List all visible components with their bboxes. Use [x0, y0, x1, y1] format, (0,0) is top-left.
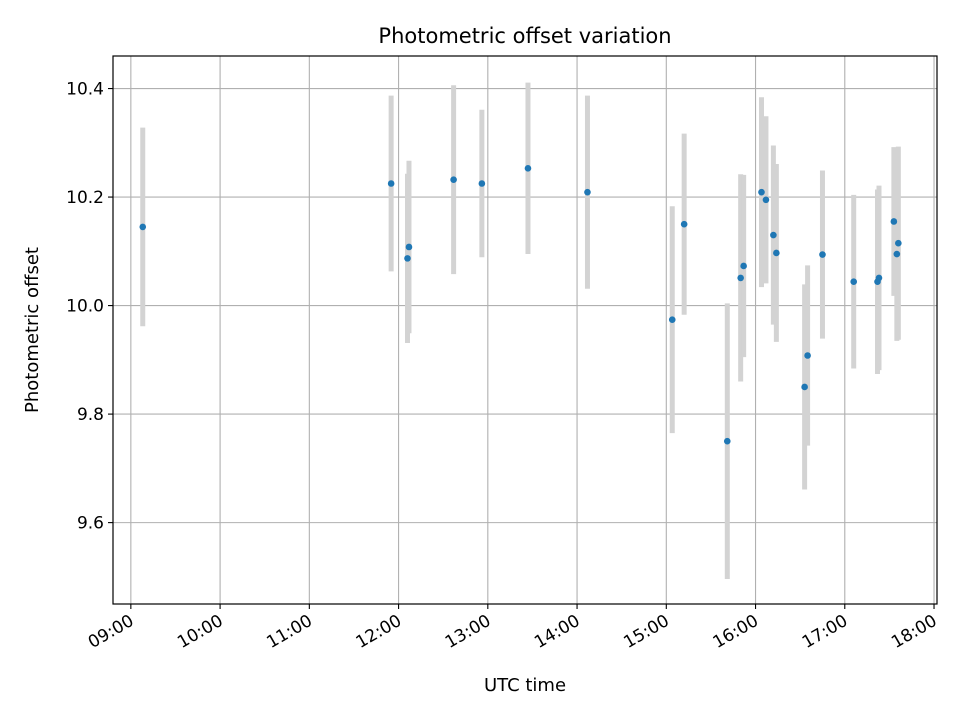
data-point: [819, 251, 826, 258]
plot-frame: [112, 55, 938, 605]
data-point: [450, 176, 457, 184]
y-axis-label: Photometric offset: [22, 247, 43, 413]
data-point: [723, 437, 731, 445]
y-axis: 9.6 9.8 10.0 10.2 10.4: [66, 80, 113, 534]
x-axis-label: UTC time: [484, 675, 566, 696]
data-point: [804, 352, 811, 359]
data-point: [139, 223, 147, 231]
y-tick-label: 10.4: [66, 80, 104, 100]
data-point: [890, 218, 898, 225]
data-point: [584, 188, 591, 196]
data-point: [773, 249, 780, 257]
y-tick-label: 9.8: [77, 405, 104, 425]
data-point: [875, 274, 883, 282]
grid: [113, 56, 937, 604]
y-tick-label: 10.0: [66, 297, 104, 317]
data-point: [895, 239, 902, 247]
data-point: [737, 274, 744, 282]
y-tick-label: 9.6: [77, 514, 104, 534]
data-point: [801, 383, 808, 391]
data-point: [770, 231, 777, 239]
y-tick-label: 10.2: [66, 188, 104, 208]
data-point: [850, 278, 858, 286]
data-points: [139, 165, 902, 445]
data-point: [740, 262, 747, 270]
data-point: [387, 180, 395, 187]
data-point: [758, 188, 765, 196]
data-point: [762, 196, 770, 204]
data-point: [524, 165, 532, 172]
chart-title: Photometric offset variation: [378, 24, 671, 48]
data-point: [405, 243, 413, 251]
data-point: [893, 250, 901, 258]
data-point: [680, 220, 688, 228]
data-point: [404, 255, 411, 262]
data-point: [668, 316, 676, 323]
data-point: [478, 180, 486, 187]
